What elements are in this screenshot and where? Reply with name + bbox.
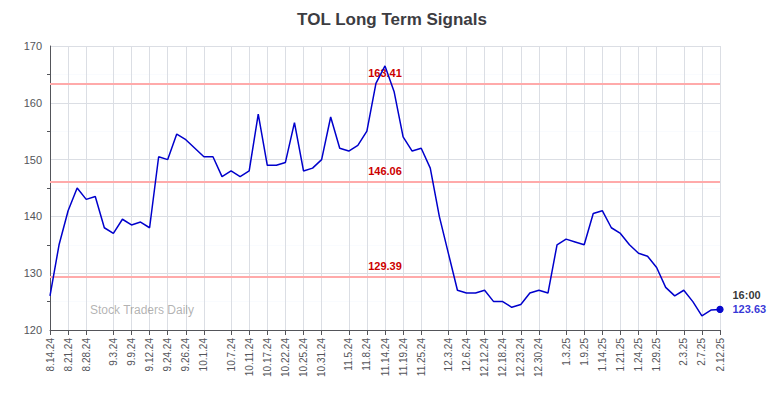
svg-text:10.17.24: 10.17.24	[262, 338, 273, 377]
svg-text:2.7.25: 2.7.25	[696, 338, 707, 366]
svg-text:1.24.25: 1.24.25	[633, 338, 644, 372]
svg-text:11.19.24: 11.19.24	[398, 338, 409, 377]
svg-text:1.9.25: 1.9.25	[579, 338, 590, 366]
svg-text:123.63: 123.63	[733, 303, 767, 315]
svg-text:11.8.24: 11.8.24	[361, 338, 372, 371]
svg-text:120: 120	[24, 324, 42, 336]
svg-text:12.6.24: 12.6.24	[461, 338, 472, 372]
svg-text:1.21.25: 1.21.25	[615, 338, 626, 372]
svg-text:10.25.24: 10.25.24	[298, 338, 309, 377]
svg-text:Stock Traders Daily: Stock Traders Daily	[90, 303, 194, 317]
svg-text:9.26.24: 9.26.24	[180, 338, 191, 372]
svg-text:10.11.24: 10.11.24	[244, 338, 255, 377]
svg-text:2.12.25: 2.12.25	[715, 338, 726, 372]
svg-text:146.06: 146.06	[368, 165, 402, 177]
svg-text:8.14.24: 8.14.24	[45, 338, 56, 372]
svg-text:1.14.25: 1.14.25	[597, 338, 608, 372]
svg-text:9.24.24: 9.24.24	[162, 338, 173, 372]
svg-text:12.3.24: 12.3.24	[443, 338, 454, 372]
svg-text:8.21.24: 8.21.24	[63, 338, 74, 372]
svg-text:150: 150	[24, 154, 42, 166]
svg-text:140: 140	[24, 210, 42, 222]
svg-text:9.9.24: 9.9.24	[126, 338, 137, 366]
svg-text:163.41: 163.41	[368, 67, 402, 79]
svg-text:12.12.24: 12.12.24	[479, 338, 490, 377]
svg-text:9.12.24: 9.12.24	[144, 338, 155, 372]
svg-text:12.23.24: 12.23.24	[515, 338, 526, 377]
svg-text:8.28.24: 8.28.24	[81, 338, 92, 372]
svg-text:1.3.25: 1.3.25	[561, 338, 572, 366]
svg-text:10.7.24: 10.7.24	[226, 338, 237, 372]
svg-text:11.25.24: 11.25.24	[416, 338, 427, 377]
svg-text:130: 130	[24, 267, 42, 279]
svg-text:11.5.24: 11.5.24	[343, 338, 354, 371]
svg-text:TOL Long Term Signals: TOL Long Term Signals	[297, 10, 487, 29]
svg-text:16:00: 16:00	[733, 289, 761, 301]
svg-text:9.3.24: 9.3.24	[108, 338, 119, 366]
svg-text:170: 170	[24, 40, 42, 52]
svg-text:10.31.24: 10.31.24	[316, 338, 327, 377]
svg-text:129.39: 129.39	[368, 260, 402, 272]
svg-text:2.3.25: 2.3.25	[678, 338, 689, 366]
svg-text:12.30.24: 12.30.24	[533, 338, 544, 377]
svg-text:1.29.25: 1.29.25	[651, 338, 662, 372]
svg-text:11.14.24: 11.14.24	[380, 338, 391, 377]
svg-text:10.1.24: 10.1.24	[198, 338, 209, 372]
svg-text:10.22.24: 10.22.24	[280, 338, 291, 377]
svg-text:160: 160	[24, 97, 42, 109]
svg-text:12.18.24: 12.18.24	[497, 338, 508, 377]
